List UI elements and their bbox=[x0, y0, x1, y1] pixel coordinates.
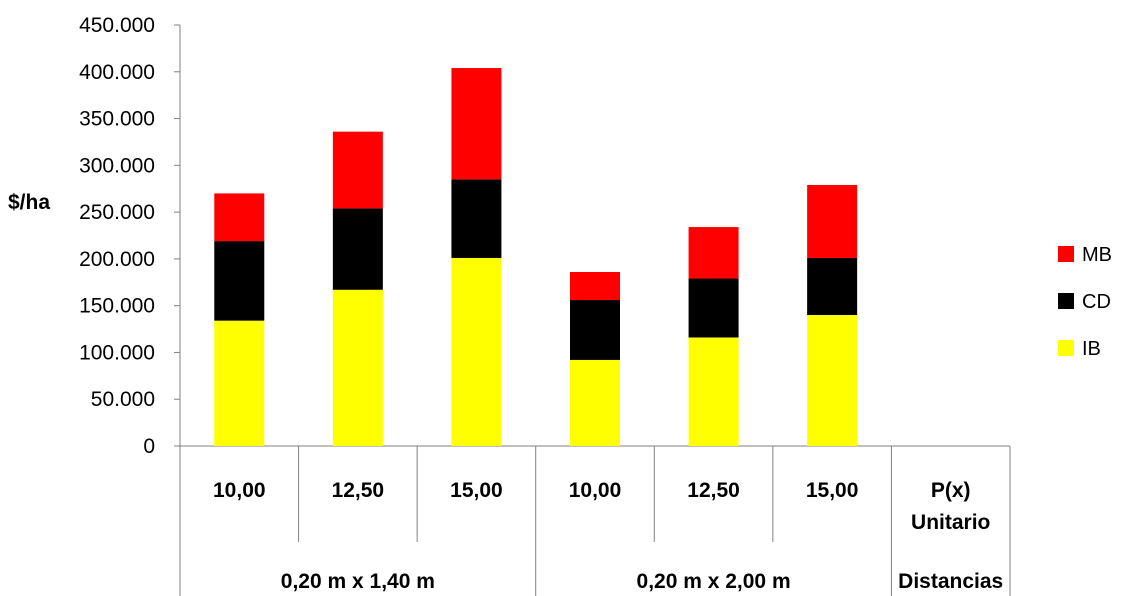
legend-swatch-cd bbox=[1058, 293, 1074, 309]
bar-ib bbox=[570, 359, 620, 446]
y-tick-label: 50.000 bbox=[91, 388, 155, 411]
y-tick-label: 350.000 bbox=[79, 108, 155, 131]
y-tick-label: 400.000 bbox=[79, 61, 155, 84]
bar-mb bbox=[451, 68, 502, 180]
x-group-label: 0,20 m x 2,00 m bbox=[637, 570, 791, 593]
legend-swatch-ib bbox=[1058, 340, 1074, 356]
bar-cd bbox=[214, 241, 265, 321]
legend: MB CD IB bbox=[1058, 244, 1112, 360]
x-category-label: 12,50 bbox=[687, 479, 740, 502]
bar-cd bbox=[570, 300, 620, 360]
x-category-label: 10,00 bbox=[569, 479, 622, 502]
x-group-label: 0,20 m x 1,40 m bbox=[281, 570, 435, 593]
bar-ib bbox=[451, 257, 502, 446]
bar-ib bbox=[214, 320, 265, 446]
bar-cd bbox=[332, 208, 383, 290]
y-tick-label: 0 bbox=[143, 435, 155, 458]
labels: 0 50.000 100.000 150.000 200.000 250.000 300.0… bbox=[8, 14, 1003, 593]
bar-cd bbox=[807, 257, 858, 316]
legend-label-ib: IB bbox=[1082, 338, 1101, 360]
bar-mb bbox=[332, 131, 383, 209]
y-axis-title: $/ha bbox=[8, 191, 50, 214]
x-category-label: 12,50 bbox=[332, 479, 385, 502]
bar-mb bbox=[214, 193, 265, 242]
y-tick-label: 200.000 bbox=[79, 248, 155, 271]
x-category-label: 10,00 bbox=[213, 479, 266, 502]
bar-ib bbox=[688, 337, 739, 446]
y-tick-label: 450.000 bbox=[79, 14, 155, 37]
legend-swatch-mb bbox=[1058, 246, 1074, 262]
legend-label-cd: CD bbox=[1082, 291, 1111, 313]
y-tick-label: 300.000 bbox=[79, 154, 155, 177]
bar-mb bbox=[807, 184, 858, 258]
bars bbox=[214, 68, 858, 446]
y-tick-label: 100.000 bbox=[79, 341, 155, 364]
bar-mb bbox=[570, 271, 620, 301]
y-tick-label: 150.000 bbox=[79, 295, 155, 318]
y-tick-label: 250.000 bbox=[79, 201, 155, 224]
x-category-label: P(x) bbox=[931, 479, 971, 502]
x-category-label: 15,00 bbox=[806, 479, 859, 502]
bar-ib bbox=[807, 315, 858, 446]
x-sub-label: Unitario bbox=[911, 511, 990, 534]
bar-ib bbox=[332, 289, 383, 446]
bar-mb bbox=[688, 227, 739, 279]
legend-label-mb: MB bbox=[1082, 244, 1112, 266]
bar-cd bbox=[451, 179, 502, 258]
x-group-label: Distancias bbox=[898, 570, 1003, 593]
bar-cd bbox=[688, 278, 739, 338]
x-category-label: 15,00 bbox=[450, 479, 503, 502]
